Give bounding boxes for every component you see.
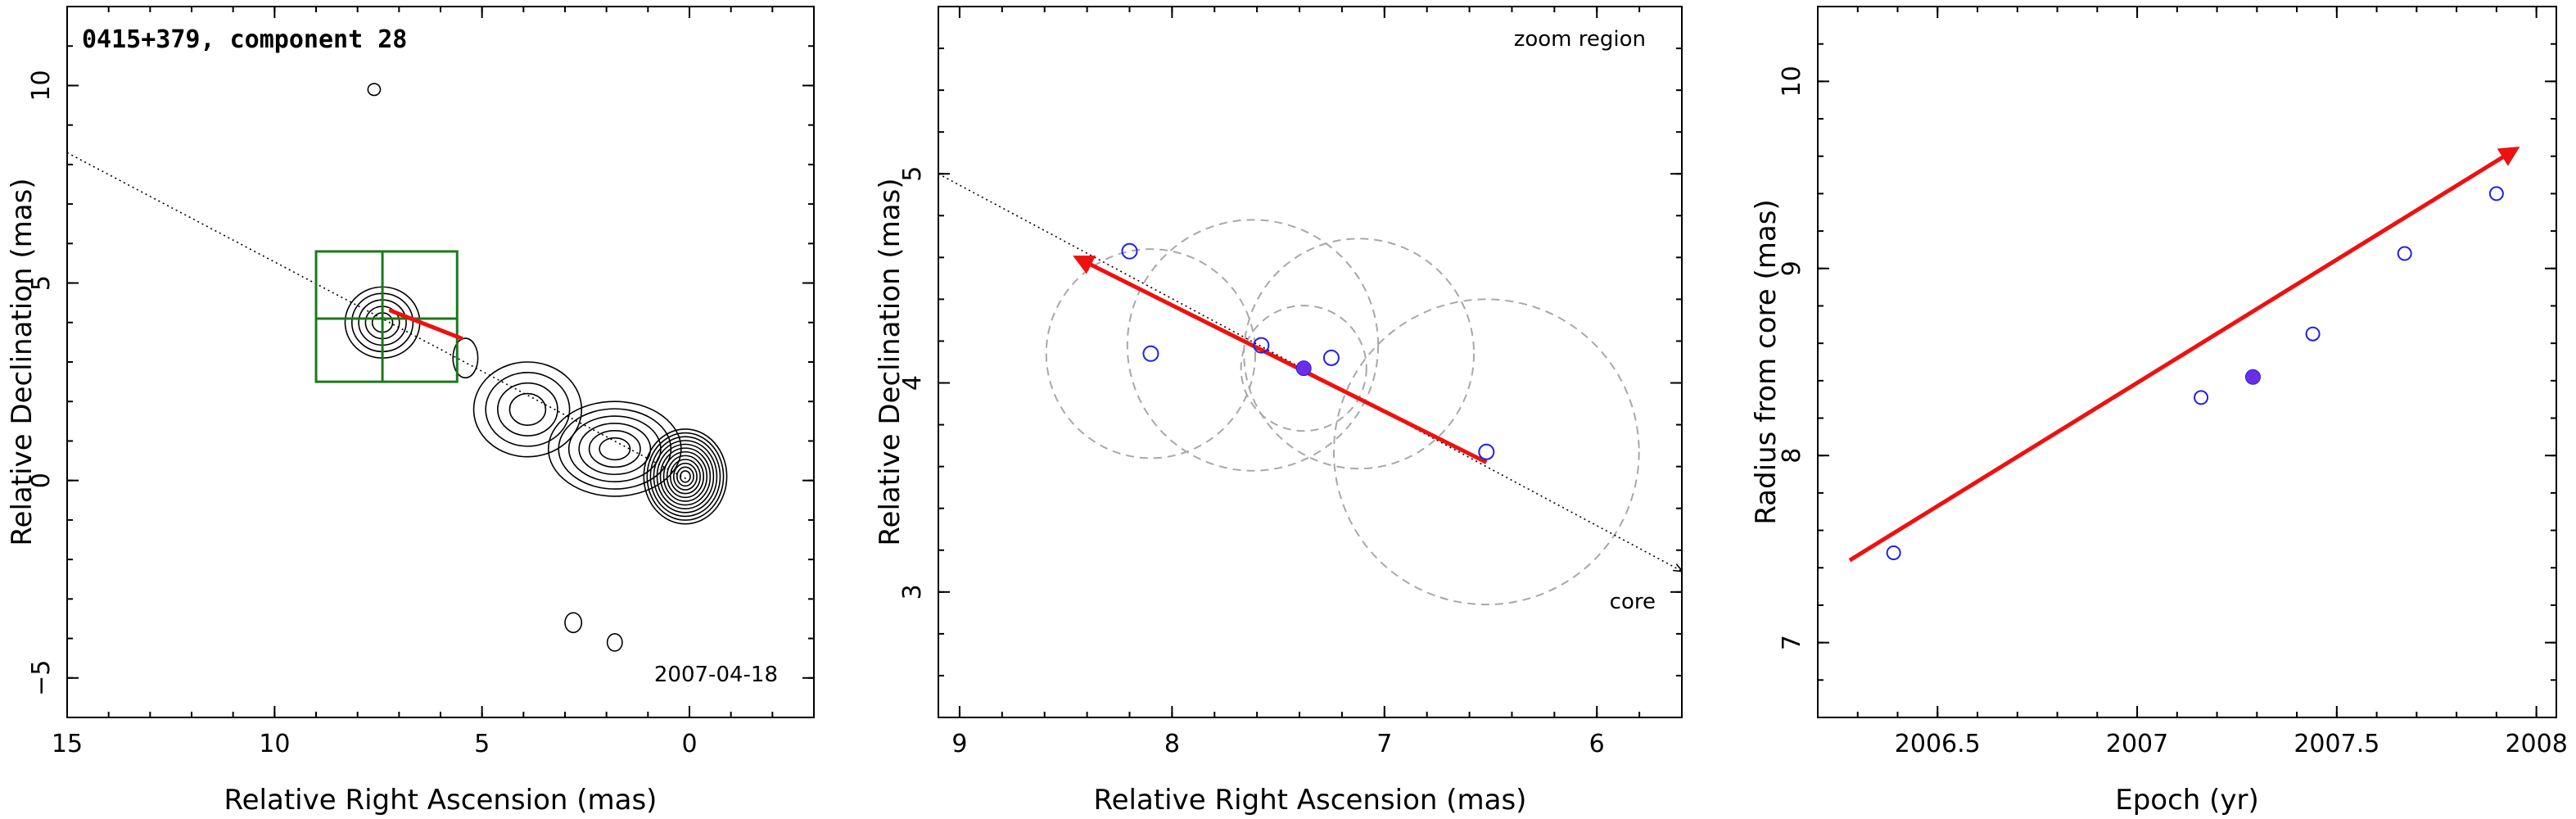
motion-arrow — [1073, 256, 1488, 464]
contour-line — [643, 428, 728, 525]
error-circle — [1126, 219, 1380, 472]
panel-1-xlabel: Relative Right Ascension (mas) — [224, 784, 658, 817]
x-tick-label: 0 — [681, 730, 697, 758]
x-tick-label: 6 — [1589, 730, 1605, 758]
panel-2-axes: 9 8 7 6 3 4 5 — [898, 6, 1683, 758]
panel-2: 9 8 7 6 3 4 5 zoom region core Relative Right … — [874, 6, 1683, 817]
contour-line — [646, 432, 725, 521]
y-tick-label: 4 — [898, 375, 927, 391]
contour-line — [606, 632, 623, 652]
contour-line — [588, 430, 641, 468]
jet-direction-line — [67, 152, 690, 482]
current-epoch-point — [1295, 360, 1312, 377]
y-tick-label: 5 — [27, 275, 56, 291]
contour-line — [676, 466, 694, 487]
panel-1-frame — [66, 6, 815, 718]
x-tick-label: 5 — [474, 730, 490, 758]
radius-point — [1886, 545, 1901, 560]
contour-line — [452, 337, 479, 379]
contour-line — [472, 361, 583, 458]
error-circle — [1045, 248, 1257, 459]
panel-2-zoom-label: zoom region — [1514, 27, 1646, 52]
error-circle — [1332, 298, 1640, 606]
y-tick-label: 7 — [1778, 635, 1806, 650]
position-point — [1253, 337, 1270, 354]
contour-line — [656, 443, 715, 509]
radius-point — [2305, 326, 2321, 342]
contour-line — [666, 455, 705, 499]
zoom-box — [314, 250, 459, 383]
contour-line — [485, 372, 571, 447]
contour-line — [558, 408, 672, 490]
x-tick-label: 10 — [259, 730, 290, 758]
position-point — [1121, 242, 1138, 260]
contour-line — [662, 450, 708, 502]
contour-line — [649, 436, 721, 518]
x-tick-label: 2007 — [2106, 730, 2168, 758]
contour-line — [367, 83, 382, 97]
contour-line — [599, 437, 631, 461]
component-arrow — [388, 308, 463, 341]
fit-arrow — [1848, 146, 2520, 563]
contour-line — [680, 470, 691, 483]
y-tick-label: 0 — [27, 473, 56, 488]
contour-line — [508, 392, 547, 426]
y-tick-label: 9 — [1778, 260, 1806, 276]
panel-3: 2006.5 2007 2007.5 2008 7 8 9 10 Epoch (yr) Rad… — [1750, 6, 2568, 817]
panel-1-axes: 15 10 5 0 −5 0 5 10 — [27, 6, 815, 758]
x-tick-label: 9 — [951, 730, 967, 758]
contour-line — [564, 612, 583, 634]
current-epoch-point — [2244, 369, 2261, 385]
contour-line — [669, 459, 701, 495]
panel-3-xlabel: Epoch (yr) — [2115, 784, 2259, 817]
panel-3-axes: 2006.5 2007 2007.5 2008 7 8 9 10 — [1778, 6, 2568, 758]
panel-1: 15 10 5 0 −5 0 5 10 0415+379, component 28 2007… — [6, 6, 815, 817]
error-circle — [1240, 305, 1367, 432]
panel-2-frame — [938, 6, 1683, 718]
contour-line — [653, 440, 718, 514]
panel-2-marks — [938, 173, 1682, 606]
panel-3-marks — [1848, 146, 2520, 563]
error-circle — [1243, 238, 1476, 470]
contour-line — [547, 400, 682, 497]
x-tick-label: 7 — [1376, 730, 1392, 758]
x-tick-label: 2007.5 — [2294, 730, 2379, 758]
contour-line — [578, 423, 652, 476]
position-point — [1142, 345, 1159, 362]
x-tick-label: 2006.5 — [1895, 730, 1981, 758]
contour-line — [659, 447, 712, 506]
y-tick-label: 10 — [27, 70, 56, 101]
position-point — [1478, 443, 1495, 460]
y-tick-label: −5 — [27, 660, 56, 696]
x-tick-label: 2008 — [2505, 730, 2567, 758]
contour-line — [567, 415, 662, 482]
panel-2-ylabel: Relative Declination (mas) — [874, 178, 906, 545]
panel-2-plot-area — [938, 173, 1682, 606]
panel-3-frame — [1817, 6, 2557, 718]
x-tick-label: 15 — [52, 730, 83, 758]
panel-2-core-label: core — [1610, 590, 1656, 614]
y-tick-label: 5 — [898, 166, 927, 182]
contour-line — [672, 462, 698, 491]
panel-1-plot-area — [67, 83, 728, 652]
position-point — [1322, 349, 1340, 366]
radius-point — [2397, 246, 2412, 261]
panel-2-xlabel: Relative Right Ascension (mas) — [1094, 784, 1527, 817]
x-tick-label: 8 — [1164, 730, 1180, 758]
panel-1-marks — [67, 83, 728, 652]
radius-point — [2194, 390, 2209, 405]
panel-1-ylabel: Relative Declination (mas) — [6, 178, 38, 545]
panel-3-ylabel: Radius from core (mas) — [1750, 199, 1783, 524]
y-tick-label: 3 — [898, 584, 927, 600]
contour-line — [497, 382, 558, 437]
panel-1-title: 0415+379, component 28 — [82, 25, 407, 54]
y-tick-label: 10 — [1778, 66, 1806, 97]
radius-point — [2488, 186, 2504, 201]
panel-1-date-label: 2007-04-18 — [654, 663, 778, 687]
y-tick-label: 8 — [1778, 448, 1806, 464]
